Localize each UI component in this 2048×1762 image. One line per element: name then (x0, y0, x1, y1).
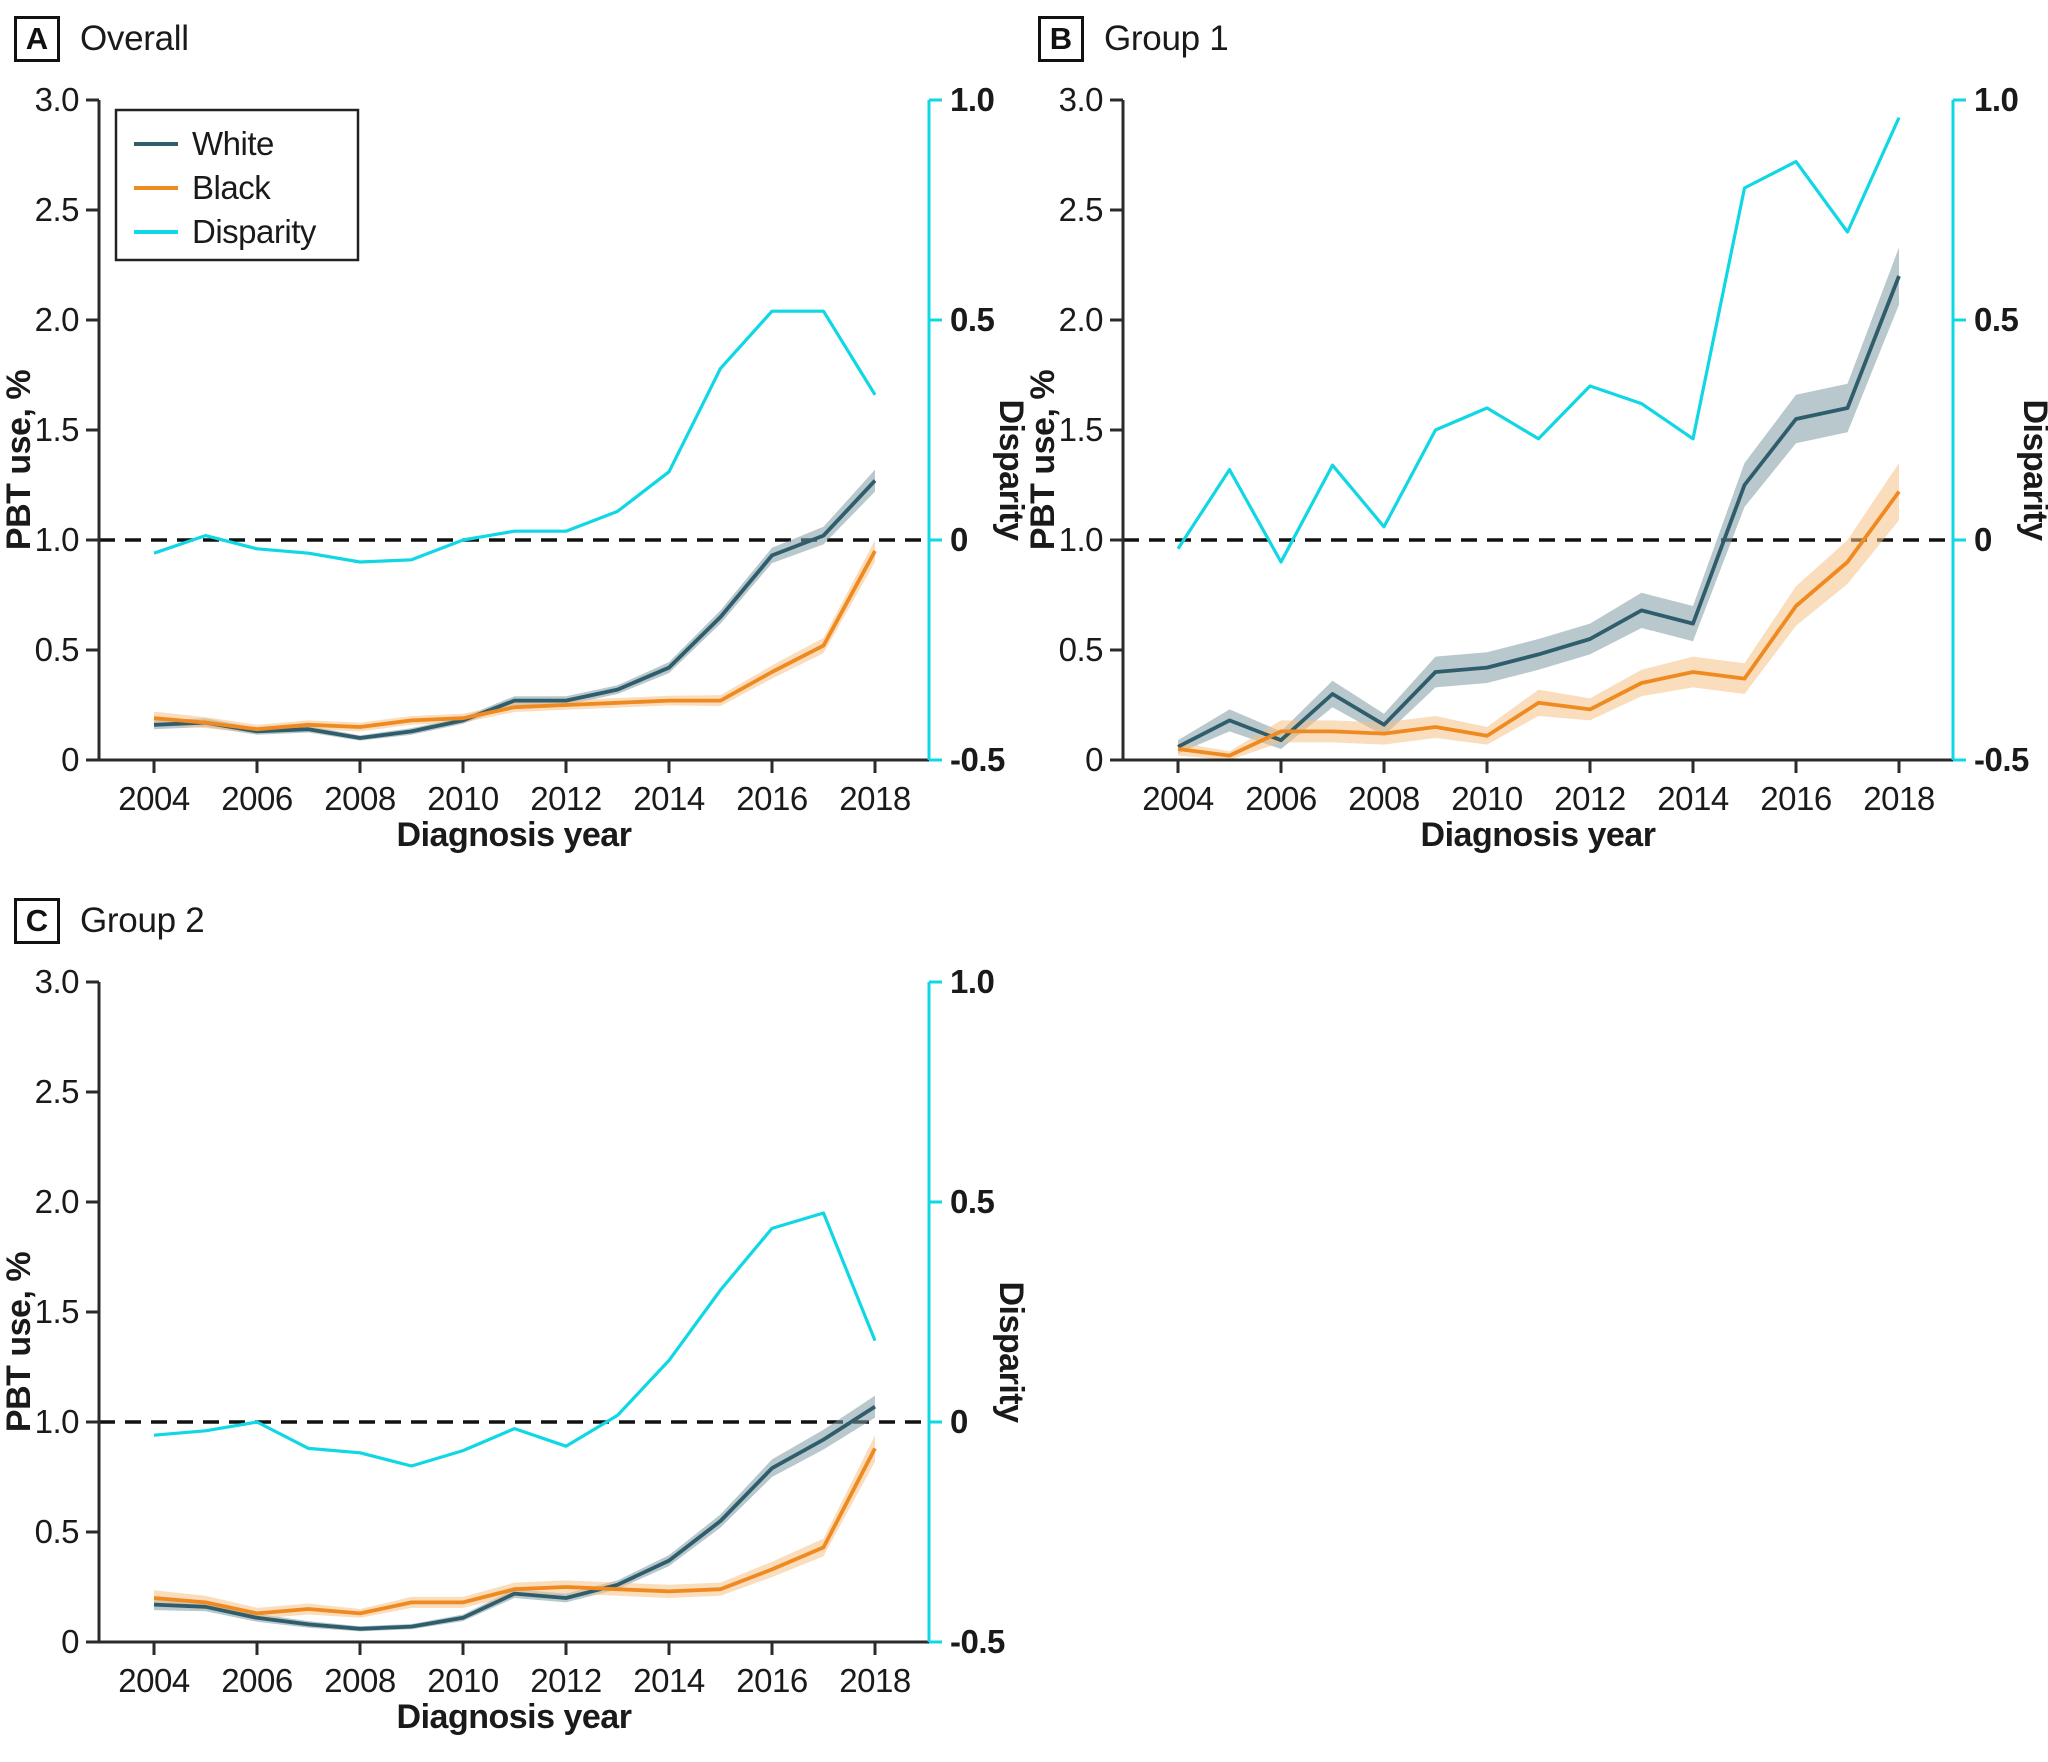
left-axis-tick-label: 2.0 (1059, 301, 1104, 338)
white-line (153, 1405, 877, 1631)
white-ci-band (1178, 247, 1899, 754)
x-axis-tick-label: 2010 (427, 1662, 499, 1699)
black-line (153, 1447, 877, 1616)
right-axis-tick-label: 1.0 (950, 963, 994, 1000)
x-axis-tick-label: 2016 (1760, 780, 1831, 817)
x-axis-tick-label: 2016 (736, 1662, 807, 1699)
left-axis-tick-label: 0.5 (35, 631, 79, 668)
x-axis-title: Diagnosis year (397, 816, 632, 854)
right-axis-tick-label: -0.5 (1974, 741, 2029, 778)
x-axis-title: Diagnosis year (397, 1698, 632, 1736)
x-axis-tick-label: 2010 (1451, 780, 1523, 817)
x-axis-tick-label: 2012 (530, 1662, 601, 1699)
right-axis-title: Disparity (2016, 400, 2048, 542)
x-axis-tick-label: 2018 (839, 780, 910, 817)
disparity-line (153, 1211, 877, 1468)
x-axis-title: Diagnosis year (1421, 816, 1656, 854)
legend-label-black: Black (192, 169, 271, 206)
left-axis-tick-label: 0.5 (1059, 631, 1103, 668)
left-axis-tick-label: 1.5 (35, 411, 79, 448)
right-axis-tick-label: 0.5 (950, 301, 995, 338)
panel-c-letter-box: C (14, 898, 60, 944)
x-axis-tick-label: 2018 (1863, 780, 1934, 817)
disparity-line (1176, 116, 1901, 564)
left-axis-title: PBT use, % (1024, 370, 1062, 550)
panel-a-header: A Overall (14, 16, 189, 62)
x-axis-tick-label: 2008 (1348, 780, 1419, 817)
right-axis-tick-label: -0.5 (950, 741, 1005, 778)
panel-c-header: C Group 2 (14, 898, 205, 944)
left-axis-tick-label: 3.0 (1059, 81, 1104, 118)
left-axis-tick-label: 1.5 (35, 1293, 79, 1330)
left-axis-tick-label: 3.0 (35, 81, 80, 118)
panel-b-header: B Group 1 (1038, 16, 1229, 62)
x-axis-tick-label: 2010 (427, 780, 499, 817)
black-line (1177, 490, 1901, 758)
left-axis-tick-label: 2.0 (35, 301, 80, 338)
panel-b-chart: 0 0.5 1.0 1.5 2.0 2.5 3.0 2004 2006 2008 2010 2012 2… (1024, 81, 2048, 854)
black-line (153, 550, 877, 732)
left-axis-tick-label: 1.5 (1059, 411, 1103, 448)
disparity-line (153, 309, 877, 564)
panel-a-letter-box: A (14, 16, 60, 62)
x-axis-tick-label: 2006 (221, 1662, 292, 1699)
right-axis-title: Disparity (992, 400, 1030, 542)
left-axis-tick-label: 1.0 (35, 1403, 80, 1440)
panel-a-title: Overall (80, 19, 189, 58)
right-axis-tick-label: 0.5 (1974, 301, 2019, 338)
right-axis-tick-label: 1.0 (1974, 81, 2018, 118)
white-ci-band (154, 1395, 875, 1632)
x-axis-tick-label: 2004 (1142, 780, 1214, 817)
right-axis-tick-label: 0.5 (950, 1183, 995, 1220)
legend-box (114, 108, 360, 262)
left-axis-tick-label: 0 (61, 1623, 79, 1660)
black-ci-band (1178, 463, 1899, 760)
panel-b-title: Group 1 (1104, 19, 1229, 58)
panel-b-letter-box: B (1038, 16, 1084, 62)
x-axis-tick-label: 2004 (118, 1662, 190, 1699)
x-axis-tick-label: 2012 (1554, 780, 1625, 817)
right-axis-tick-label: 0 (1974, 521, 1992, 558)
x-axis-tick-label: 2004 (118, 780, 190, 817)
left-axis-title: PBT use, % (0, 370, 38, 550)
x-axis-tick-label: 2016 (736, 780, 807, 817)
right-axis-tick-label: -0.5 (950, 1623, 1005, 1660)
left-axis-title: PBT use, % (0, 1252, 38, 1432)
x-axis-tick-label: 2012 (530, 780, 601, 817)
left-axis-tick-label: 1.0 (1059, 521, 1104, 558)
right-axis-title: Disparity (992, 1282, 1030, 1424)
legend-label-disparity: Disparity (192, 213, 317, 250)
left-axis-tick-label: 0 (1085, 741, 1103, 778)
left-axis-tick-label: 2.5 (35, 1073, 79, 1110)
x-axis-tick-label: 2014 (633, 1662, 705, 1699)
left-axis-tick-label: 1.0 (35, 521, 80, 558)
x-axis-tick-label: 2018 (839, 1662, 910, 1699)
left-axis-tick-label: 2.5 (35, 191, 79, 228)
right-axis-tick-label: 0 (950, 1403, 968, 1440)
left-axis-tick-label: 2.0 (35, 1183, 80, 1220)
legend-label-white: White (192, 125, 274, 162)
x-axis-tick-label: 2006 (221, 780, 292, 817)
left-axis-tick-label: 0.5 (35, 1513, 79, 1550)
white-line (1177, 275, 1901, 749)
black-ci-band (154, 1435, 875, 1619)
panel-a-chart: 0 0.5 1.0 1.5 2.0 2.5 3.0 2004 2006 2008 2010 2012 2… (0, 81, 1030, 854)
right-axis-tick-label: 0 (950, 521, 968, 558)
x-axis-tick-label: 2014 (1657, 780, 1729, 817)
left-axis-tick-label: 0 (61, 741, 79, 778)
x-axis-tick-label: 2008 (324, 780, 395, 817)
x-axis-tick-label: 2008 (324, 1662, 395, 1699)
left-axis-tick-label: 2.5 (1059, 191, 1103, 228)
right-axis-tick-label: 1.0 (950, 81, 994, 118)
x-axis-tick-label: 2006 (1245, 780, 1316, 817)
white-line (153, 479, 877, 740)
left-axis-tick-label: 3.0 (35, 963, 80, 1000)
x-axis-tick-label: 2014 (633, 780, 705, 817)
panel-c-title: Group 2 (80, 901, 205, 940)
panel-c-chart: 0 0.5 1.0 1.5 2.0 2.5 3.0 2004 2006 2008 2010 2012 2… (0, 963, 1030, 1736)
